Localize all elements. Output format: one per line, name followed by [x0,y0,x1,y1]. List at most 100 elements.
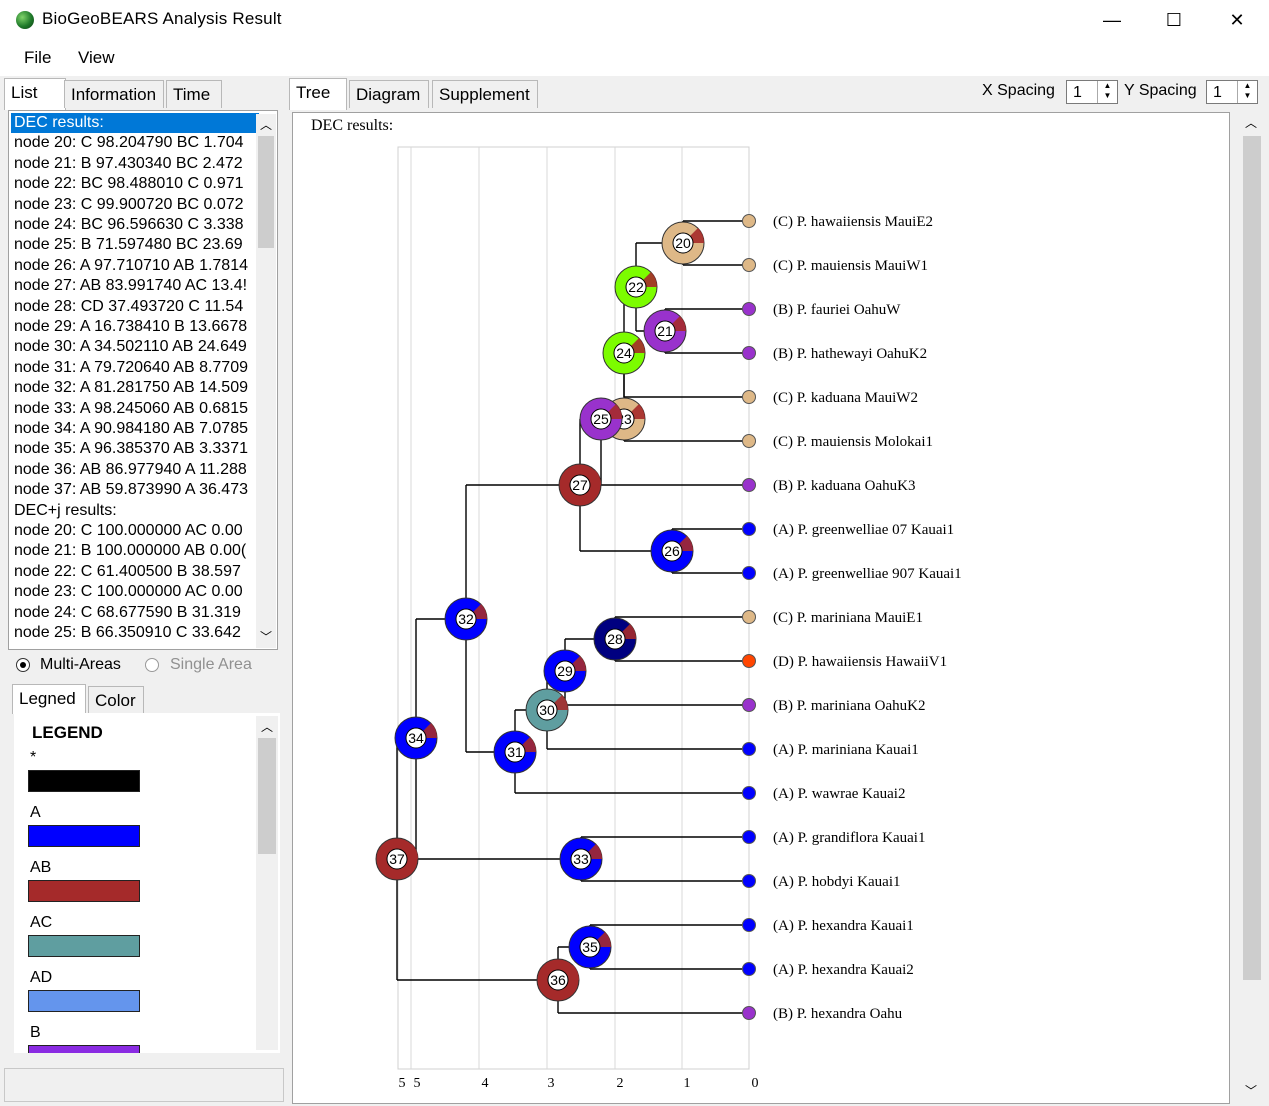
y-spacing-stepper[interactable]: 1 ▲ ▼ [1206,80,1258,104]
tip-label: (D) P. hawaiiensis HawaiiV1 [773,654,947,670]
x-spacing-stepper[interactable]: 1 ▲ ▼ [1066,80,1118,104]
node-id-label: 20 [675,235,691,251]
legend-label: B [30,1024,41,1041]
node-label-bg [661,540,683,562]
list-item[interactable]: node 28: CD 37.493720 C 11.54 [14,297,244,315]
menu-view[interactable]: View [78,48,115,67]
axis-tick-label: 0 [752,1076,759,1091]
tree-canvas[interactable]: DEC results: 5 5 4 3 2 1 0 (C) P. hawaiiensis M… [292,112,1230,1104]
list-item[interactable]: DEC results: [11,113,259,133]
node-id-label: 28 [607,631,623,647]
list-item[interactable]: node 30: A 34.502110 AB 24.649 [14,338,247,356]
legend-scrollbar[interactable]: ︿ [256,716,278,1050]
single-area-label[interactable]: Single Area [170,656,252,673]
list-item[interactable]: node 37: AB 59.873990 A 36.473 [14,481,248,499]
menu-bar [0,40,1269,76]
legend-swatch [28,990,140,1012]
list-item[interactable]: node 25: B 66.350910 C 33.642 [14,624,241,641]
node-label-bg [504,741,526,763]
tip-marker [742,786,756,800]
tab-list[interactable]: List [4,78,66,110]
list-item[interactable]: node 32: A 81.281750 AB 14.509 [14,379,248,397]
list-item[interactable]: node 24: BC 96.596630 C 3.338 [14,216,244,233]
tab-color[interactable]: Color [88,686,144,714]
title-bar [0,0,1269,40]
legend-label: AB [30,859,52,876]
node-id-label: 27 [572,477,588,493]
tab-information[interactable]: Information [64,80,164,108]
node-label-bg [672,232,694,254]
tip-marker [742,962,756,976]
list-item[interactable]: node 25: B 71.597480 BC 23.69 [14,236,243,254]
list-scrollbar[interactable]: ︿ ﹀ [256,114,276,648]
list-item[interactable]: node 33: A 98.245060 AB 0.6815 [14,399,248,417]
scroll-up-icon[interactable]: ︿ [260,118,273,132]
tip-marker [742,522,756,536]
list-item[interactable]: node 31: A 79.720640 AB 8.7709 [14,358,248,376]
tab-diagram[interactable]: Diagram [349,80,429,108]
results-list[interactable]: DEC results: node 20: C 98.204790 BC 1.70… [8,110,278,650]
list-item[interactable]: node 22: BC 98.488010 C 0.971 [14,175,244,193]
node-label-bg [579,936,601,958]
list-item[interactable]: node 29: A 16.738410 B 13.6678 [14,318,248,335]
x-spacing-arrows[interactable]: ▲ ▼ [1097,81,1117,103]
tree-scroll-thumb[interactable] [1243,136,1261,980]
legend-swatch [28,825,140,847]
node-id-label: 36 [550,972,566,988]
maximize-button[interactable]: ☐ [1165,9,1183,30]
tip-marker [742,742,756,756]
tip-label: (A) P. hexandra Kauai1 [773,918,914,934]
tip-marker [742,302,756,316]
tab-tree[interactable]: Tree [289,78,347,110]
single-area-radio[interactable] [145,658,159,672]
list-item[interactable]: DEC+j results: [14,501,117,519]
node-id-label: 34 [408,730,424,746]
tip-label: (B) P. mariniana OahuK2 [773,698,925,714]
scroll-up-icon[interactable]: ︿ [1245,116,1258,130]
node-id-label: 30 [539,702,555,718]
list-item[interactable]: node 35: A 96.385370 AB 3.3371 [14,440,248,458]
tip-label: (C) P. mariniana MauiE1 [773,610,923,626]
multi-areas-label[interactable]: Multi-Areas [40,656,121,673]
scroll-up-icon[interactable]: ︿ [261,720,274,734]
node-label-bg [570,848,592,870]
list-item[interactable]: node 34: A 90.984180 AB 7.0785 [14,420,248,437]
y-spacing-arrows[interactable]: ▲ ▼ [1237,81,1257,103]
node-id-label: 22 [628,279,644,295]
tab-supplement[interactable]: Supplement [432,80,538,108]
tip-label: (B) P. kaduana OahuK3 [773,478,915,494]
tip-marker [742,874,756,888]
list-item[interactable]: node 23: C 100.000000 AC 0.00 [14,583,243,601]
tip-label: (B) P. hathewayi OahuK2 [773,346,927,362]
node-id-label: 24 [616,345,632,361]
list-item[interactable]: node 20: C 100.000000 AC 0.00 [14,522,243,539]
tip-marker [742,478,756,492]
node-label-bg [554,660,576,682]
list-item[interactable]: node 27: AB 83.991740 AC 13.4! [14,277,248,295]
legend-label: * [30,749,37,766]
list-item[interactable]: node 21: B 100.000000 AB 0.00( [14,542,247,560]
radio-dot-icon [20,662,26,668]
list-item[interactable]: node 23: C 99.900720 BC 0.072 [14,195,244,213]
legend-scroll-thumb[interactable] [258,738,276,854]
list-item[interactable]: node 26: A 97.710710 AB 1.7814 [14,256,248,274]
menu-file[interactable]: File [24,48,52,67]
tip-label: (A) P. greenwelliae 07 Kauai1 [773,522,954,538]
scroll-down-icon[interactable]: ﹀ [1245,1084,1258,1098]
close-button[interactable]: ✕ [1229,9,1245,30]
tab-time[interactable]: Time [166,80,222,108]
list-item[interactable]: node 22: C 61.400500 B 38.597 [14,562,241,580]
scroll-down-icon[interactable]: ﹀ [260,630,273,644]
tip-marker [742,346,756,360]
node-label-bg [405,727,427,749]
list-item[interactable]: node 36: AB 86.977940 A 11.288 [14,460,247,478]
tree-scrollbar[interactable]: ︿ ﹀ [1240,112,1264,1104]
list-item[interactable]: node 21: B 97.430340 BC 2.472 [14,154,243,172]
tab-legend[interactable]: Legned [12,684,86,714]
list-item[interactable]: node 20: C 98.204790 BC 1.704 [14,134,244,152]
minimize-button[interactable]: — [1103,9,1121,30]
list-scroll-thumb[interactable] [258,136,274,248]
list-item[interactable]: node 24: C 68.677590 B 31.319 [14,603,241,621]
tip-marker [742,830,756,844]
multi-areas-radio[interactable] [16,658,30,672]
